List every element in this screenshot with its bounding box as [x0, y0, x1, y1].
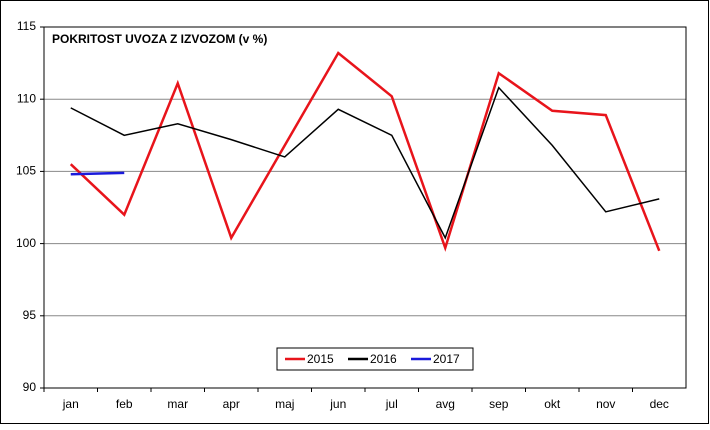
- y-tick-label: 110: [17, 91, 36, 105]
- legend-label: 2016: [370, 352, 397, 366]
- x-tick-label: nov: [596, 397, 615, 411]
- x-tick-label: mar: [167, 397, 188, 411]
- x-tick-label: jul: [385, 397, 398, 411]
- x-tick-label: apr: [223, 397, 240, 411]
- series-line: [69, 51, 661, 252]
- x-tick-label: sep: [489, 397, 509, 411]
- y-tick-label: 115: [17, 19, 36, 33]
- y-tick-label: 90: [23, 380, 37, 394]
- x-tick-label: maj: [275, 397, 294, 411]
- series-line: [70, 171, 125, 176]
- y-tick-label: 95: [23, 308, 37, 322]
- x-tick-label: jan: [62, 397, 79, 411]
- chart-title: POKRITOST UVOZA Z IZVOZOM (v %): [52, 32, 267, 46]
- x-tick-label: avg: [436, 397, 455, 411]
- x-tick-label: feb: [116, 397, 133, 411]
- x-tick-label: dec: [650, 397, 669, 411]
- x-tick-label: okt: [544, 397, 561, 411]
- legend-label: 2017: [433, 352, 460, 366]
- series-line: [70, 86, 660, 240]
- legend-label: 2015: [307, 352, 334, 366]
- legend-box: [276, 347, 474, 371]
- y-tick-label: 105: [16, 164, 36, 178]
- x-tick-label: jun: [329, 397, 346, 411]
- y-tick-label: 100: [16, 236, 36, 250]
